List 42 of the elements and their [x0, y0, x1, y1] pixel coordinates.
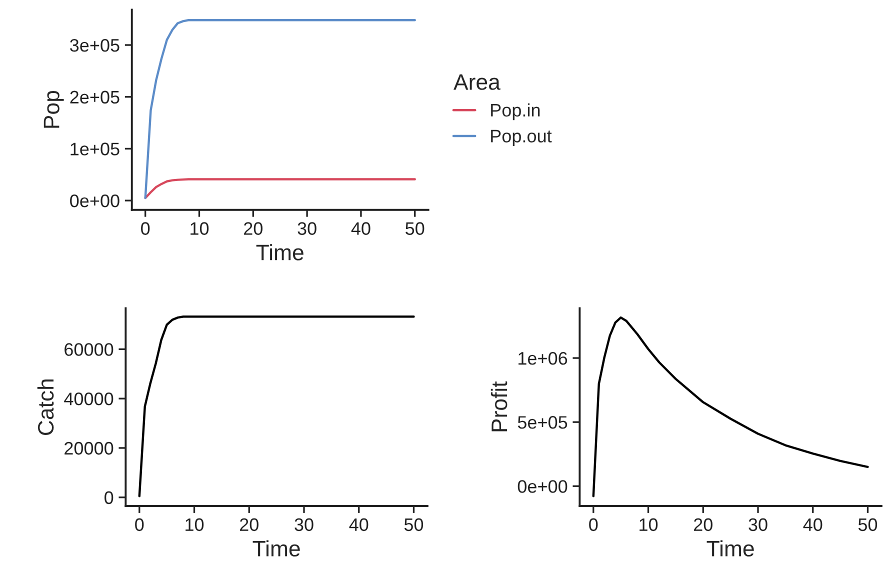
y-tick-label: 20000	[64, 442, 114, 455]
x-axis-title: Time	[706, 540, 754, 557]
y-tick-label: 2e+05	[70, 90, 120, 104]
x-tick-label: 40	[803, 518, 822, 532]
x-tick-label: 40	[349, 518, 368, 532]
y-tick-label: 1e+05	[70, 142, 120, 156]
x-tick-label: 30	[298, 222, 316, 235]
x-tick-label: 50	[858, 518, 878, 532]
y-tick-label: 1e+06	[518, 352, 568, 365]
line-series	[144, 178, 416, 200]
x-axis-title: Time	[256, 244, 304, 260]
y-tick-label: 60000	[64, 343, 114, 356]
legend-label: Pop.out	[491, 130, 552, 146]
x-tick-label: 20	[694, 518, 712, 532]
y-axis-title: Catch	[37, 380, 54, 435]
x-tick-label: 10	[190, 222, 209, 235]
y-tick-label: 0e+00	[518, 480, 568, 493]
y-axis-title: Pop	[44, 90, 64, 128]
x-tick-label: 0	[135, 518, 144, 532]
y-tick-label: 40000	[64, 392, 114, 406]
x-tick-label: 0	[589, 518, 598, 532]
x-axis-title: Time	[252, 540, 300, 557]
y-axis-title: Profit	[490, 381, 508, 432]
x-tick-label: 0	[141, 222, 150, 235]
x-tick-label: 40	[351, 222, 370, 235]
legend-label: Pop.in	[491, 103, 540, 120]
line-series	[144, 19, 416, 200]
line-series	[138, 315, 415, 498]
y-tick-label: 0	[104, 491, 114, 504]
x-tick-label: 10	[186, 518, 204, 532]
y-tick-label: 5e+05	[518, 416, 568, 429]
legend-title: Area	[454, 74, 500, 90]
x-tick-label: 50	[406, 222, 424, 235]
y-tick-label: 0e+00	[70, 194, 120, 208]
x-tick-label: 20	[244, 222, 262, 235]
x-tick-label: 30	[748, 518, 768, 532]
y-tick-label: 3e+05	[70, 38, 120, 52]
x-tick-label: 10	[640, 518, 658, 532]
line-series	[592, 316, 869, 498]
x-tick-label: 20	[240, 518, 258, 532]
x-tick-label: 30	[294, 518, 314, 532]
x-tick-label: 50	[404, 518, 424, 532]
